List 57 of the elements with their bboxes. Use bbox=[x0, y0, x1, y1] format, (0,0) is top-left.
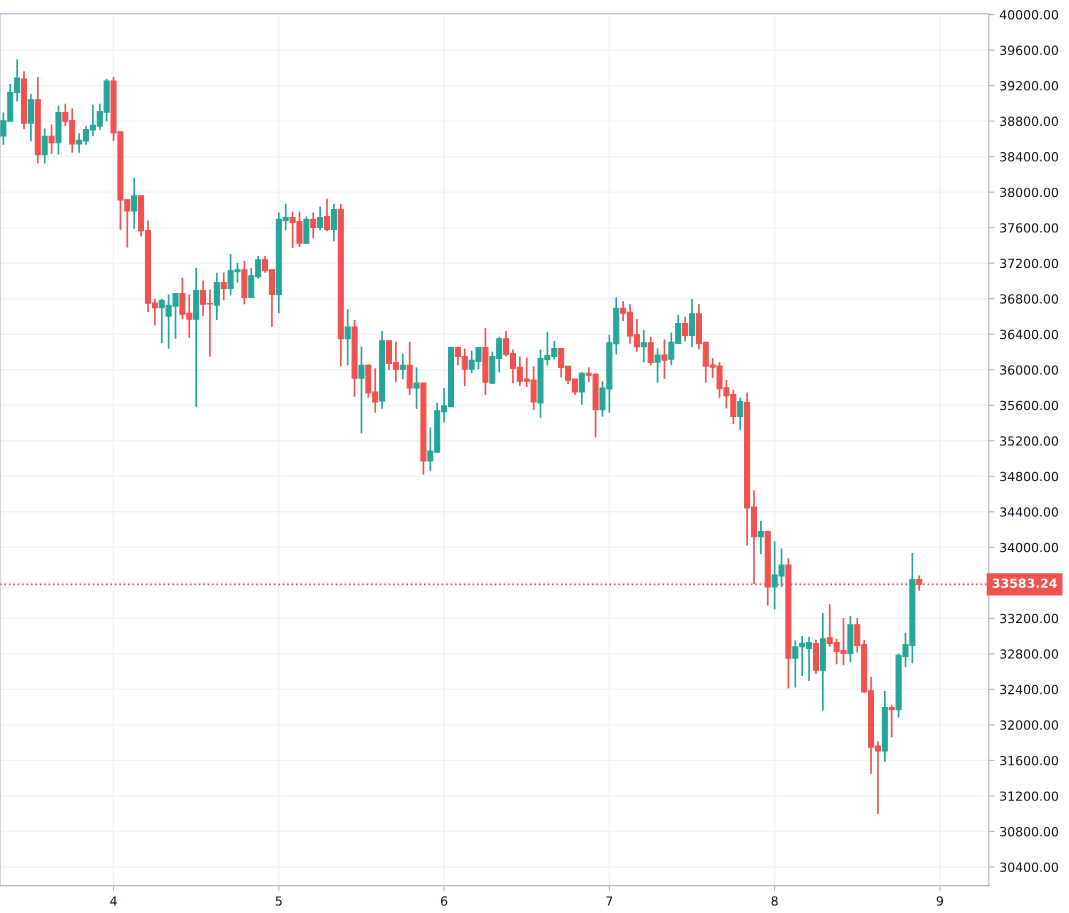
candlestick bbox=[27, 93, 34, 143]
y-tick-label: 36000.00 bbox=[1000, 365, 1059, 375]
x-tick-label: 7 bbox=[606, 896, 613, 906]
candlestick bbox=[413, 366, 420, 410]
candlestick bbox=[220, 271, 227, 302]
x-tick-label: 5 bbox=[275, 896, 282, 906]
candlestick bbox=[661, 338, 668, 380]
y-tick-label: 36400.00 bbox=[1000, 329, 1059, 340]
candlestick bbox=[654, 347, 661, 384]
y-tick-label: 38800.00 bbox=[1000, 116, 1059, 127]
y-tick-label: 35200.00 bbox=[1000, 436, 1059, 446]
candlestick bbox=[888, 703, 895, 739]
x-tick-label: 4 bbox=[110, 896, 117, 906]
candlestick bbox=[303, 215, 310, 244]
y-tick-label: 37600.00 bbox=[1000, 223, 1059, 233]
candlestick bbox=[406, 340, 413, 396]
x-tick-label: 6 bbox=[440, 896, 448, 906]
candlestick bbox=[737, 396, 744, 431]
y-tick-label: 38400.00 bbox=[1000, 152, 1059, 162]
y-tick-label: 35600.00 bbox=[1000, 400, 1059, 411]
x-tick-label: 9 bbox=[936, 896, 943, 906]
candlestick bbox=[330, 202, 337, 243]
y-tick-label: 34800.00 bbox=[1000, 471, 1059, 482]
y-tick-label: 39600.00 bbox=[1000, 45, 1059, 56]
candlestick bbox=[640, 329, 647, 364]
y-tick-label: 31200.00 bbox=[1000, 791, 1059, 801]
candlestick bbox=[358, 345, 365, 435]
y-tick-label: 39200.00 bbox=[1000, 81, 1059, 91]
y-tick-label: 36800.00 bbox=[1000, 294, 1059, 304]
candlestick bbox=[41, 127, 48, 165]
candlestick bbox=[399, 352, 406, 380]
y-tick-label: 38000.00 bbox=[1000, 187, 1059, 198]
candlestick bbox=[688, 298, 696, 349]
y-tick-label: 34400.00 bbox=[1000, 507, 1059, 517]
x-tick-label: 8 bbox=[771, 896, 778, 906]
candlestick bbox=[310, 211, 317, 240]
candlestick bbox=[213, 271, 220, 321]
candlestick bbox=[757, 519, 764, 556]
y-tick-label: 32400.00 bbox=[1000, 684, 1059, 695]
ref-line-label: 33583.24 bbox=[992, 578, 1057, 588]
y-tick-label: 37200.00 bbox=[1000, 258, 1059, 269]
y-tick-label: 31600.00 bbox=[1000, 755, 1059, 766]
y-tick-label: 30800.00 bbox=[1000, 826, 1059, 837]
candlestick bbox=[344, 308, 351, 367]
y-tick-label: 32800.00 bbox=[1000, 649, 1059, 659]
candlestick bbox=[578, 371, 585, 406]
y-tick-label: 33200.00 bbox=[1000, 613, 1059, 624]
candlestick bbox=[682, 315, 689, 343]
y-tick-label: 32000.00 bbox=[1000, 720, 1059, 730]
candlestick bbox=[317, 205, 324, 232]
y-tick-label: 34000.00 bbox=[1000, 542, 1059, 553]
candlestick bbox=[131, 176, 138, 230]
y-tick-label: 40000.00 bbox=[999, 10, 1059, 20]
y-tick-label: 30400.00 bbox=[1000, 862, 1059, 872]
candlestick bbox=[647, 335, 654, 367]
candlestick bbox=[48, 123, 55, 155]
candlestick bbox=[323, 197, 331, 233]
